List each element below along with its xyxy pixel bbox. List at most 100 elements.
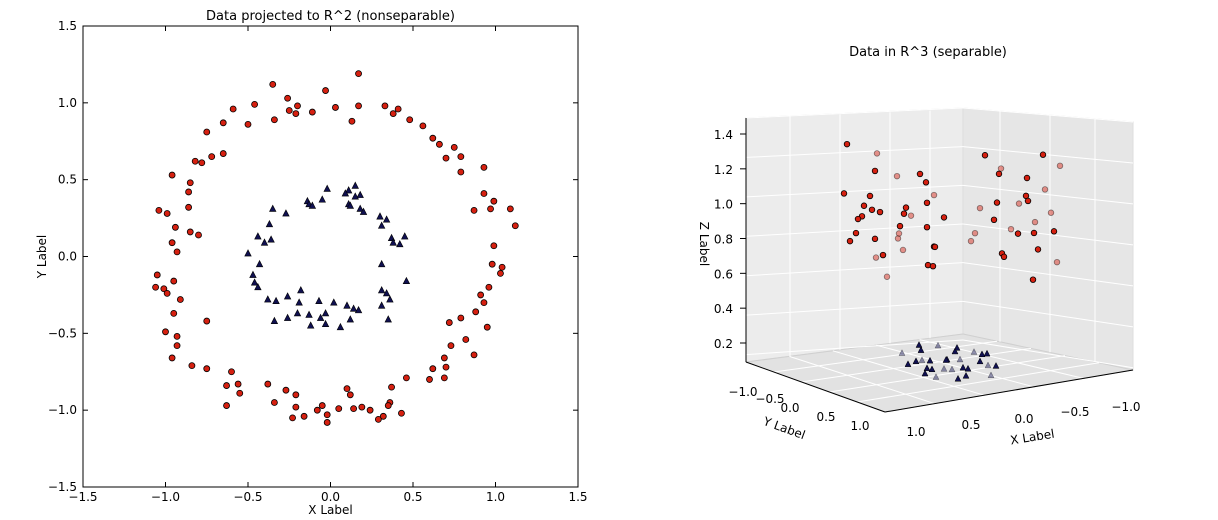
data-point-circle: [223, 382, 230, 389]
data-point-triangle: [255, 259, 264, 268]
floor-grid-line: [789, 355, 935, 405]
data-point-circle-3d: [860, 202, 868, 209]
data-point-circle: [402, 374, 410, 382]
data-point-circle: [168, 171, 176, 179]
data-point-circle-3d: [899, 246, 907, 254]
data-point-circle: [173, 248, 181, 256]
z-grid-line-left: [745, 339, 964, 356]
y-tick-label: 1.0: [58, 96, 77, 110]
data-point-circle: [457, 314, 465, 322]
data-point-circle: [419, 122, 427, 130]
data-point-circle-3d: [1041, 186, 1049, 193]
data-point-triangle: [377, 301, 386, 309]
data-point-circle-3d: [1029, 276, 1037, 283]
data-point-circle-3d: [1031, 218, 1039, 226]
data-point-circle-3d: [902, 204, 910, 211]
z-grid-line-right: [962, 146, 1134, 164]
data-point-circle: [300, 412, 308, 420]
data-point-circle: [355, 102, 362, 110]
data-point-circle: [173, 333, 181, 340]
data-point-triangle: [343, 301, 351, 309]
data-point-triangle-3d: [934, 341, 942, 349]
data-point-triangle-3d: [962, 371, 970, 379]
data-point-circle: [223, 402, 230, 409]
data-point-circle: [442, 363, 450, 371]
data-point-circle: [155, 206, 163, 214]
data-point-triangle: [297, 286, 305, 294]
data-point-circle: [406, 116, 414, 124]
data-point-triangle: [396, 239, 404, 248]
data-point-circle: [270, 116, 278, 124]
data-point-circle-3d: [876, 208, 884, 216]
data-point-circle: [318, 402, 326, 409]
data-point-triangle-3d: [983, 349, 991, 357]
data-point-circle: [442, 154, 450, 162]
x-tick-label-3d: −1.0: [1111, 400, 1140, 414]
x-axis-label: X Label: [308, 503, 352, 517]
data-point-triangle: [260, 238, 269, 246]
data-point-circle-3d: [871, 235, 879, 243]
data-point-circle: [346, 391, 354, 399]
data-point-triangle: [354, 306, 363, 314]
data-point-circle: [185, 203, 193, 211]
z-axis-label-3d: Z Label: [697, 222, 711, 266]
data-point-triangle: [307, 321, 315, 329]
data-point-circle: [284, 94, 292, 102]
z-tick-label: 0.4: [714, 302, 733, 316]
data-point-circle: [511, 222, 519, 230]
data-point-circle-3d: [990, 216, 998, 224]
data-point-circle: [480, 163, 488, 171]
data-point-triangle-3d: [904, 360, 912, 367]
data-point-circle-3d: [900, 210, 908, 217]
data-point-circle: [358, 403, 366, 411]
pane-right: [962, 107, 1134, 371]
data-point-triangle: [341, 189, 350, 197]
data-point-circle: [435, 140, 443, 148]
data-point-circle-3d: [866, 192, 874, 200]
data-point-triangle: [349, 304, 358, 312]
data-point-triangle: [330, 298, 338, 306]
data-point-circle: [198, 159, 206, 167]
series-1: [244, 181, 411, 331]
data-point-circle-3d: [868, 206, 876, 213]
data-point-circle: [308, 108, 316, 116]
data-point-circle: [264, 380, 272, 388]
data-point-circle-3d: [929, 262, 937, 270]
data-point-triangle: [382, 289, 391, 297]
data-point-triangle-3d: [917, 346, 925, 353]
data-point-triangle: [318, 195, 326, 203]
z-grid-line-right: [962, 339, 1134, 369]
data-point-triangle: [401, 232, 409, 240]
z-grid-line-left: [745, 107, 964, 119]
data-point-circle: [506, 205, 514, 213]
z-grid-line-right: [962, 300, 1134, 328]
data-point-circle: [398, 409, 405, 417]
data-point-circle-3d: [971, 229, 979, 237]
data-point-circle: [480, 190, 488, 197]
data-point-circle: [447, 342, 455, 350]
z-tick-label: 0.8: [714, 233, 733, 247]
data-point-triangle: [250, 278, 259, 286]
data-point-circle: [450, 143, 458, 151]
data-point-circle: [388, 383, 395, 391]
data-point-circle: [348, 117, 356, 125]
data-point-circle: [289, 414, 296, 422]
data-point-triangle: [377, 221, 386, 229]
data-point-circle-3d: [1023, 174, 1031, 182]
data-point-circle-3d: [852, 229, 860, 237]
data-point-triangle: [346, 201, 354, 209]
data-point-circle: [186, 179, 194, 187]
data-point-circle-3d: [995, 170, 1003, 178]
z-tick-label: 0.2: [714, 337, 733, 351]
data-point-circle: [292, 403, 300, 411]
data-point-circle: [168, 354, 176, 362]
data-point-circle: [170, 277, 178, 285]
data-point-triangle-3d: [926, 356, 934, 364]
data-point-triangle: [254, 282, 262, 291]
data-point-triangle: [321, 309, 330, 317]
data-point-circle: [490, 242, 498, 250]
data-point-circle: [429, 134, 437, 142]
data-point-triangle: [267, 235, 275, 243]
data-point-circle: [480, 299, 488, 307]
